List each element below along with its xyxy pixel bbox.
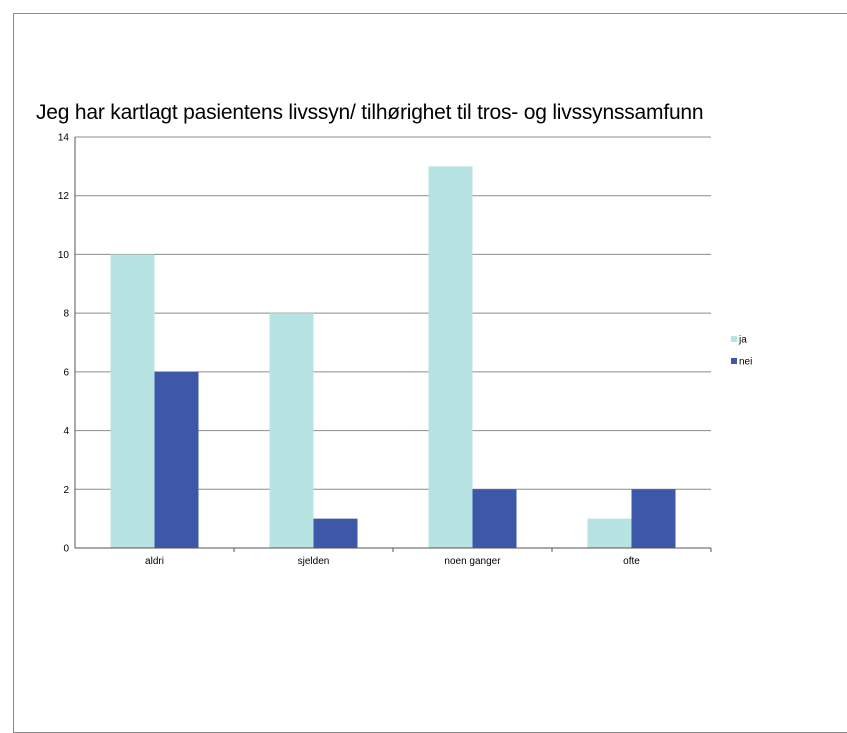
axes: 0 2 4 6 8 10 12 14 aldri sjelden noen ganger ofte [58, 133, 712, 567]
legend: ja nei [731, 335, 752, 368]
y-tick-label: 6 [63, 367, 69, 378]
y-tick-label: 2 [63, 485, 69, 496]
y-tick-label: 0 [63, 544, 69, 555]
x-tick-label: aldri [145, 556, 164, 567]
y-tick-label: 8 [63, 309, 69, 320]
y-tick-label: 14 [58, 133, 70, 144]
bar-ja-0 [110, 254, 155, 548]
bar-ja-3 [587, 518, 632, 548]
y-tick-label: 12 [58, 191, 70, 202]
gridlines [75, 136, 711, 490]
chart-title: Jeg har kartlagt pasientens livssyn/ til… [36, 101, 704, 124]
y-tick-label: 4 [63, 426, 69, 437]
legend-swatch-nei [731, 358, 737, 364]
legend-swatch-ja [731, 336, 737, 342]
bar-ja-1 [269, 313, 314, 548]
bar-ja-2 [428, 166, 473, 548]
legend-label-nei: nei [739, 357, 752, 368]
bar-nei-3 [631, 489, 676, 548]
bar-nei-0 [154, 371, 199, 548]
legend-label-ja: ja [738, 335, 747, 346]
bar-nei-1 [313, 518, 358, 548]
x-tick-label: noen ganger [444, 556, 501, 567]
bar-nei-2 [472, 489, 517, 548]
y-tick-label: 10 [58, 250, 70, 261]
bars [110, 166, 676, 548]
x-tick-label: sjelden [298, 556, 330, 567]
x-tick-label: ofte [623, 556, 640, 567]
